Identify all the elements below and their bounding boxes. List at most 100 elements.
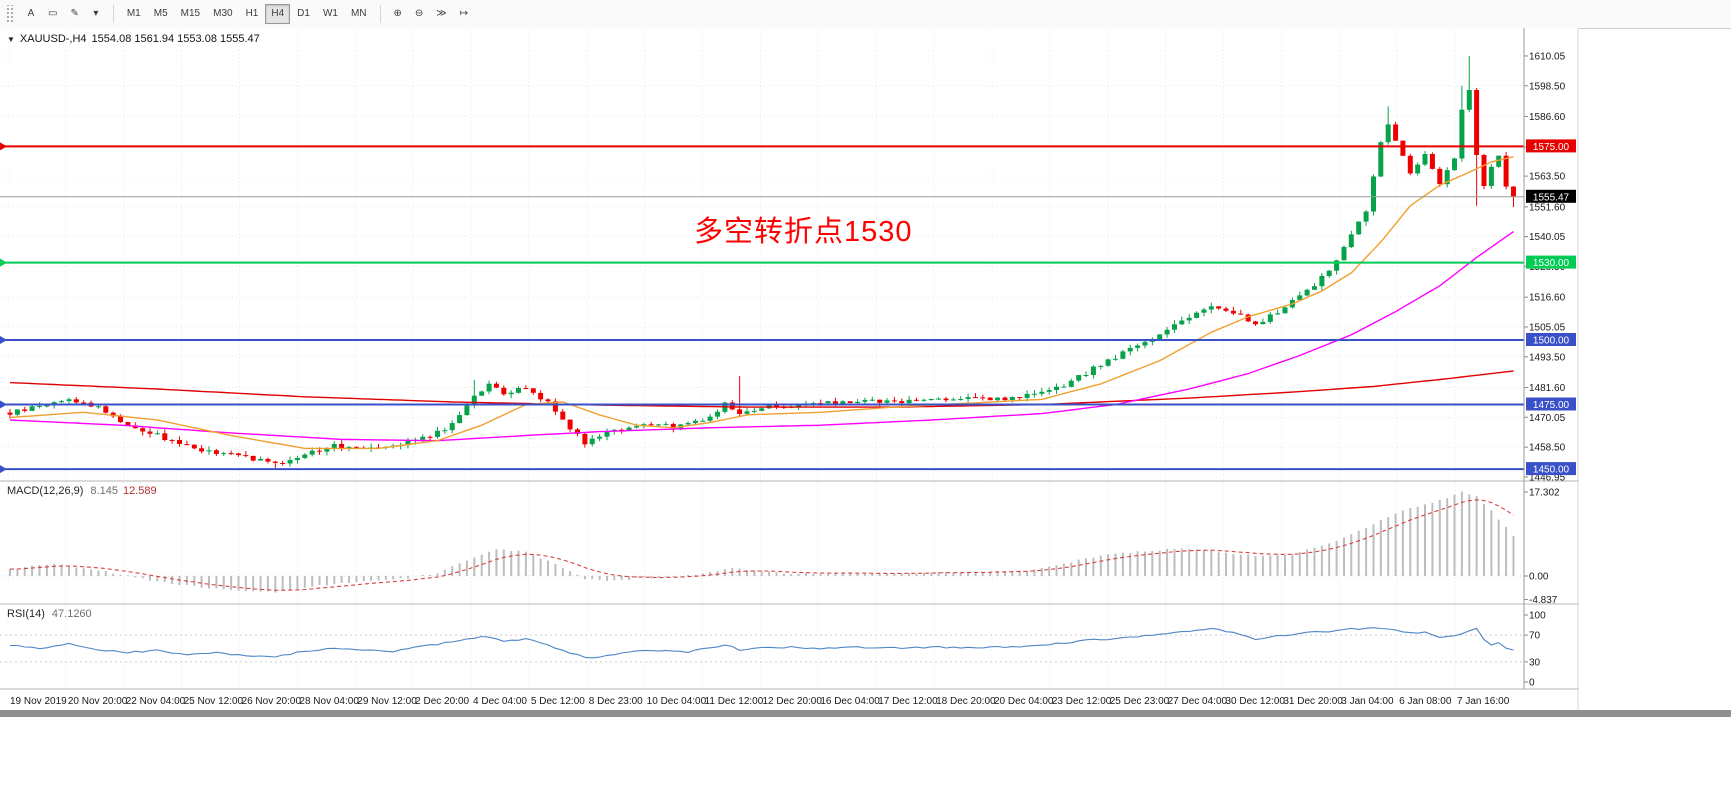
candle-body — [339, 444, 345, 449]
macd-indicator-label: MACD(12,26,9) 8.145 12.589 — [7, 485, 157, 497]
zoom-in-tool-icon: ⊕ — [393, 8, 402, 19]
hline-edge-marker — [0, 142, 7, 151]
price-tick-label: 1598.50 — [1529, 81, 1566, 92]
candle-body — [737, 409, 743, 414]
candle-body — [302, 454, 308, 458]
rsi-line — [9, 627, 1514, 659]
timeframe-d1-button[interactable]: D1 — [291, 4, 316, 24]
ohlc-values-label: 1554.08 1561.94 1553.08 1555.47 — [91, 33, 260, 45]
candle-body — [1179, 320, 1185, 325]
chart-shift-tool-button[interactable]: ↦ — [454, 4, 474, 24]
candle-body — [1017, 397, 1023, 398]
hline-edge-marker — [0, 465, 7, 474]
candle-body — [995, 397, 1001, 401]
price-tick-label: 1505.05 — [1529, 322, 1566, 333]
candle-body — [501, 387, 507, 395]
candle-body — [1054, 386, 1059, 390]
candle-body — [1459, 109, 1465, 159]
rsi-name: RSI(14) — [7, 608, 45, 620]
timeframe-h1-button[interactable]: H1 — [240, 4, 265, 24]
candle-body — [199, 448, 205, 452]
time-axis-label: 17 Dec 12:00 — [878, 696, 938, 707]
candle-body — [943, 398, 949, 401]
timeframe-m15-button[interactable]: M15 — [175, 4, 206, 24]
text-tool-button[interactable]: A — [21, 4, 41, 24]
chart-annotation[interactable]: 多空转折点1530 — [694, 216, 913, 248]
candle-body — [464, 405, 470, 416]
tools-dropdown-button[interactable]: ▾ — [86, 4, 106, 24]
timeframe-m1-button[interactable]: M1 — [121, 4, 147, 24]
timeframe-m5-button[interactable]: M5 — [148, 4, 174, 24]
candle-body — [1341, 247, 1347, 261]
candle-body — [309, 450, 315, 455]
candle-body — [950, 399, 956, 401]
candle-body — [191, 444, 197, 449]
toolbar-drag-handle[interactable] — [5, 5, 14, 23]
time-axis-label: 4 Dec 04:00 — [473, 696, 527, 707]
candle-body — [1422, 154, 1428, 165]
candle-body — [435, 430, 440, 437]
candle-body — [877, 399, 883, 403]
chart-title: ▼ XAUUSD-,H4 1554.08 1561.94 1553.08 155… — [7, 33, 260, 45]
draw-tool-button[interactable]: ✎ — [64, 4, 84, 24]
price-tick-label: 1540.05 — [1529, 232, 1566, 243]
candle-body — [324, 448, 330, 452]
price-label-text: 1450.00 — [1533, 465, 1570, 476]
zoom-in-tool-button[interactable]: ⊕ — [388, 4, 408, 24]
candle-body — [1061, 386, 1067, 388]
chart-canvas[interactable]: 1610.051598.501586.601574.701563.501551.… — [0, 28, 1579, 710]
auto-scroll-tool-button[interactable]: ≫ — [430, 4, 452, 24]
time-axis-label: 11 Dec 12:00 — [705, 696, 764, 707]
macd-tick-label: 0.00 — [1529, 572, 1549, 583]
candle-body — [575, 429, 580, 434]
candle-body — [1157, 334, 1163, 340]
timeframe-w1-button[interactable]: W1 — [317, 4, 344, 24]
candle-body — [1267, 314, 1273, 322]
candle-body — [958, 399, 964, 400]
candle-body — [147, 431, 153, 434]
time-axis-label: 28 Nov 04:00 — [299, 696, 359, 707]
candle-body — [1319, 275, 1325, 287]
candle-body — [1393, 124, 1399, 141]
timeframe-mn-button[interactable]: MN — [345, 4, 373, 24]
candle-body — [1378, 142, 1384, 177]
candle-body — [294, 458, 300, 461]
hline-edge-marker — [0, 258, 7, 267]
candle-body — [1260, 321, 1266, 325]
candle-body — [1415, 164, 1421, 174]
candle-body — [457, 415, 463, 424]
candle-body — [1142, 341, 1148, 346]
candle-body — [493, 383, 499, 388]
candle-body — [250, 455, 256, 461]
candle-body — [1068, 380, 1074, 387]
time-axis-label: 7 Jan 16:00 — [1457, 696, 1510, 707]
candle-body — [825, 401, 831, 404]
candle-body — [965, 397, 971, 399]
time-axis-label: 16 Dec 04:00 — [820, 696, 880, 707]
frame-tool-button[interactable]: ▭ — [42, 4, 63, 24]
candle-body — [832, 401, 838, 404]
candle-body — [508, 392, 514, 395]
candle-body — [1216, 306, 1222, 309]
candle-body — [103, 406, 109, 413]
time-axis-label: 25 Nov 12:00 — [184, 696, 244, 707]
price-label-box — [1526, 189, 1576, 203]
candle-body — [1208, 306, 1214, 310]
candle-body — [258, 458, 264, 461]
candle-body — [1090, 366, 1096, 375]
timeframe-m30-button[interactable]: M30 — [207, 4, 238, 24]
candle-body — [1444, 170, 1450, 185]
timeframe-h4-button[interactable]: H4 — [265, 4, 291, 24]
candle-body — [479, 391, 485, 396]
candle-body — [1009, 397, 1015, 400]
candle-body — [1253, 321, 1258, 325]
candle-body — [1363, 211, 1369, 222]
candle-body — [869, 399, 875, 401]
macd-tick-label: -4.837 — [1529, 595, 1558, 606]
price-label-box — [1526, 397, 1576, 411]
macd-signal-line — [9, 499, 1514, 591]
time-axis-label: 12 Dec 20:00 — [762, 696, 822, 707]
collapse-triangle-icon[interactable]: ▼ — [7, 34, 15, 44]
candle-body — [1429, 154, 1435, 169]
zoom-out-tool-button[interactable]: ⊖ — [409, 4, 429, 24]
